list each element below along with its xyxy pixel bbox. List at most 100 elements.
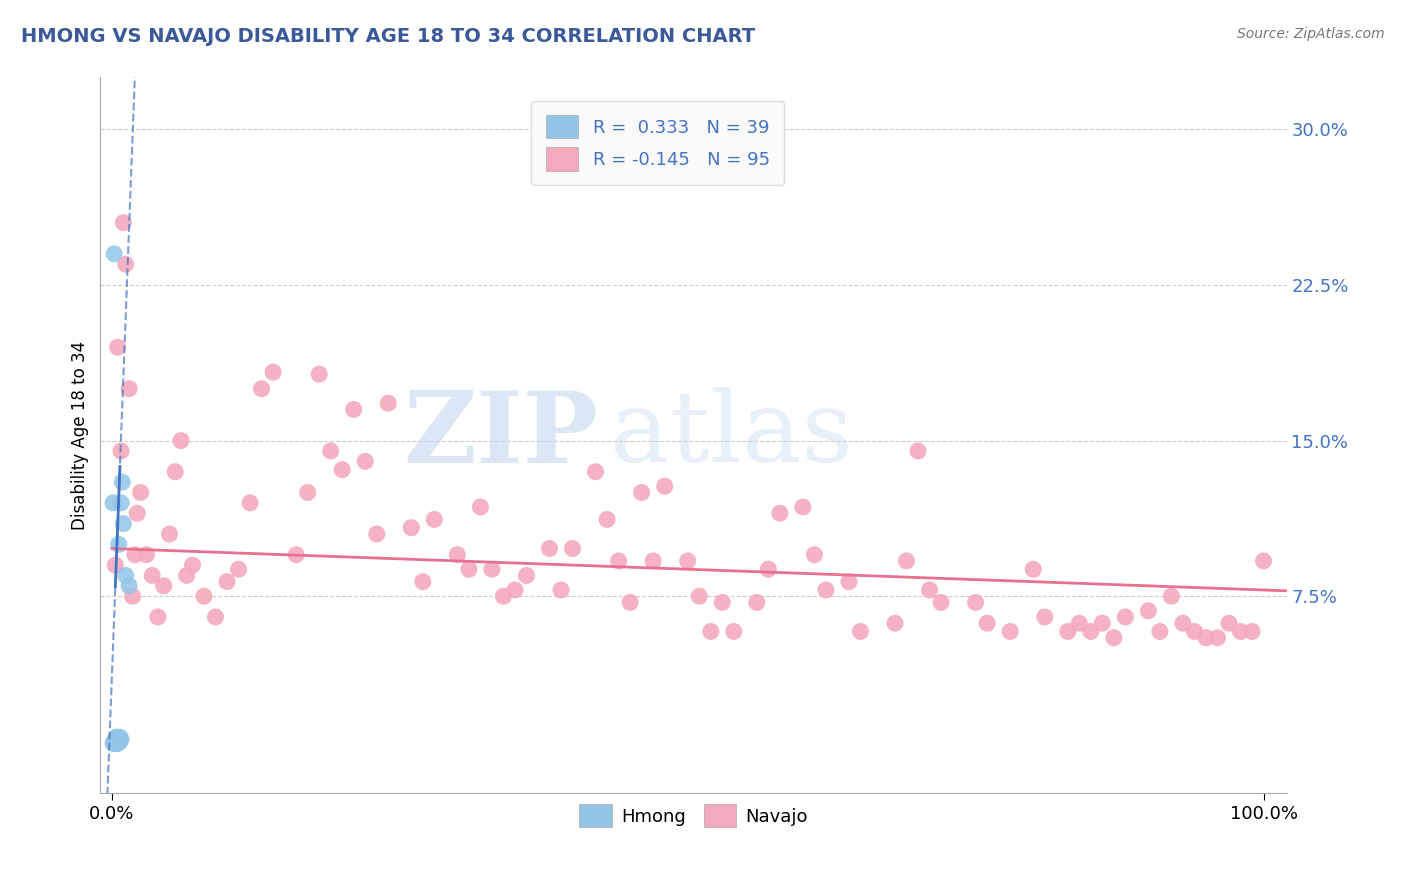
Point xyxy=(170,434,193,448)
Point xyxy=(250,382,273,396)
Point xyxy=(619,595,641,609)
Point xyxy=(1102,631,1125,645)
Point xyxy=(896,554,918,568)
Point xyxy=(114,568,136,582)
Point xyxy=(107,737,129,751)
Point xyxy=(711,595,734,609)
Point xyxy=(105,732,128,747)
Point xyxy=(105,732,128,747)
Point xyxy=(104,732,127,747)
Point xyxy=(723,624,745,639)
Point xyxy=(108,731,131,745)
Point xyxy=(110,732,132,747)
Point xyxy=(401,521,423,535)
Point xyxy=(112,516,135,531)
Point xyxy=(643,554,665,568)
Point xyxy=(1091,616,1114,631)
Point xyxy=(107,734,129,748)
Point xyxy=(918,582,941,597)
Point xyxy=(118,382,141,396)
Point xyxy=(470,500,492,514)
Point xyxy=(107,537,129,551)
Point xyxy=(107,732,129,747)
Point xyxy=(849,624,872,639)
Point xyxy=(756,562,779,576)
Point xyxy=(159,527,181,541)
Text: Source: ZipAtlas.com: Source: ZipAtlas.com xyxy=(1237,27,1385,41)
Point xyxy=(101,496,124,510)
Point xyxy=(297,485,319,500)
Point xyxy=(1240,624,1263,639)
Point xyxy=(105,734,128,748)
Point xyxy=(803,548,825,562)
Point xyxy=(129,485,152,500)
Point xyxy=(146,610,169,624)
Point xyxy=(1114,610,1136,624)
Point xyxy=(105,731,128,745)
Point xyxy=(104,732,127,747)
Point xyxy=(884,616,907,631)
Point xyxy=(110,496,132,510)
Point xyxy=(976,616,998,631)
Point xyxy=(105,734,128,748)
Point xyxy=(503,582,526,597)
Point xyxy=(1056,624,1078,639)
Point xyxy=(330,462,353,476)
Point xyxy=(103,734,125,748)
Point xyxy=(308,367,330,381)
Point xyxy=(108,734,131,748)
Legend: Hmong, Navajo: Hmong, Navajo xyxy=(572,797,815,834)
Point xyxy=(1253,554,1275,568)
Point xyxy=(1069,616,1091,631)
Point xyxy=(1195,631,1218,645)
Point xyxy=(814,582,837,597)
Point xyxy=(965,595,987,609)
Point xyxy=(457,562,479,576)
Point xyxy=(141,568,163,582)
Point xyxy=(630,485,652,500)
Point xyxy=(107,734,129,748)
Point xyxy=(1137,604,1160,618)
Point xyxy=(228,562,250,576)
Point xyxy=(607,554,630,568)
Point xyxy=(181,558,204,573)
Point xyxy=(561,541,583,556)
Point xyxy=(354,454,377,468)
Point xyxy=(1149,624,1171,639)
Point xyxy=(121,589,143,603)
Point xyxy=(1218,616,1240,631)
Text: HMONG VS NAVAJO DISABILITY AGE 18 TO 34 CORRELATION CHART: HMONG VS NAVAJO DISABILITY AGE 18 TO 34 … xyxy=(21,27,755,45)
Point xyxy=(107,732,129,747)
Point xyxy=(135,548,157,562)
Point xyxy=(165,465,187,479)
Point xyxy=(446,548,468,562)
Point xyxy=(838,574,860,589)
Point xyxy=(111,475,134,489)
Y-axis label: Disability Age 18 to 34: Disability Age 18 to 34 xyxy=(72,341,89,530)
Point xyxy=(492,589,515,603)
Point xyxy=(1160,589,1182,603)
Point xyxy=(110,444,132,458)
Point xyxy=(107,734,129,748)
Point xyxy=(262,365,284,379)
Point xyxy=(377,396,399,410)
Point xyxy=(745,595,768,609)
Point xyxy=(481,562,503,576)
Point xyxy=(1080,624,1102,639)
Point xyxy=(104,734,127,748)
Point xyxy=(585,465,607,479)
Point xyxy=(412,574,434,589)
Point xyxy=(193,589,215,603)
Point xyxy=(152,579,174,593)
Point xyxy=(176,568,198,582)
Text: atlas: atlas xyxy=(610,387,853,483)
Point xyxy=(285,548,308,562)
Point xyxy=(319,444,342,458)
Point xyxy=(107,732,129,747)
Point xyxy=(107,340,129,354)
Point xyxy=(127,506,149,520)
Point xyxy=(204,610,226,624)
Point xyxy=(108,732,131,747)
Point xyxy=(1206,631,1229,645)
Point xyxy=(107,732,129,747)
